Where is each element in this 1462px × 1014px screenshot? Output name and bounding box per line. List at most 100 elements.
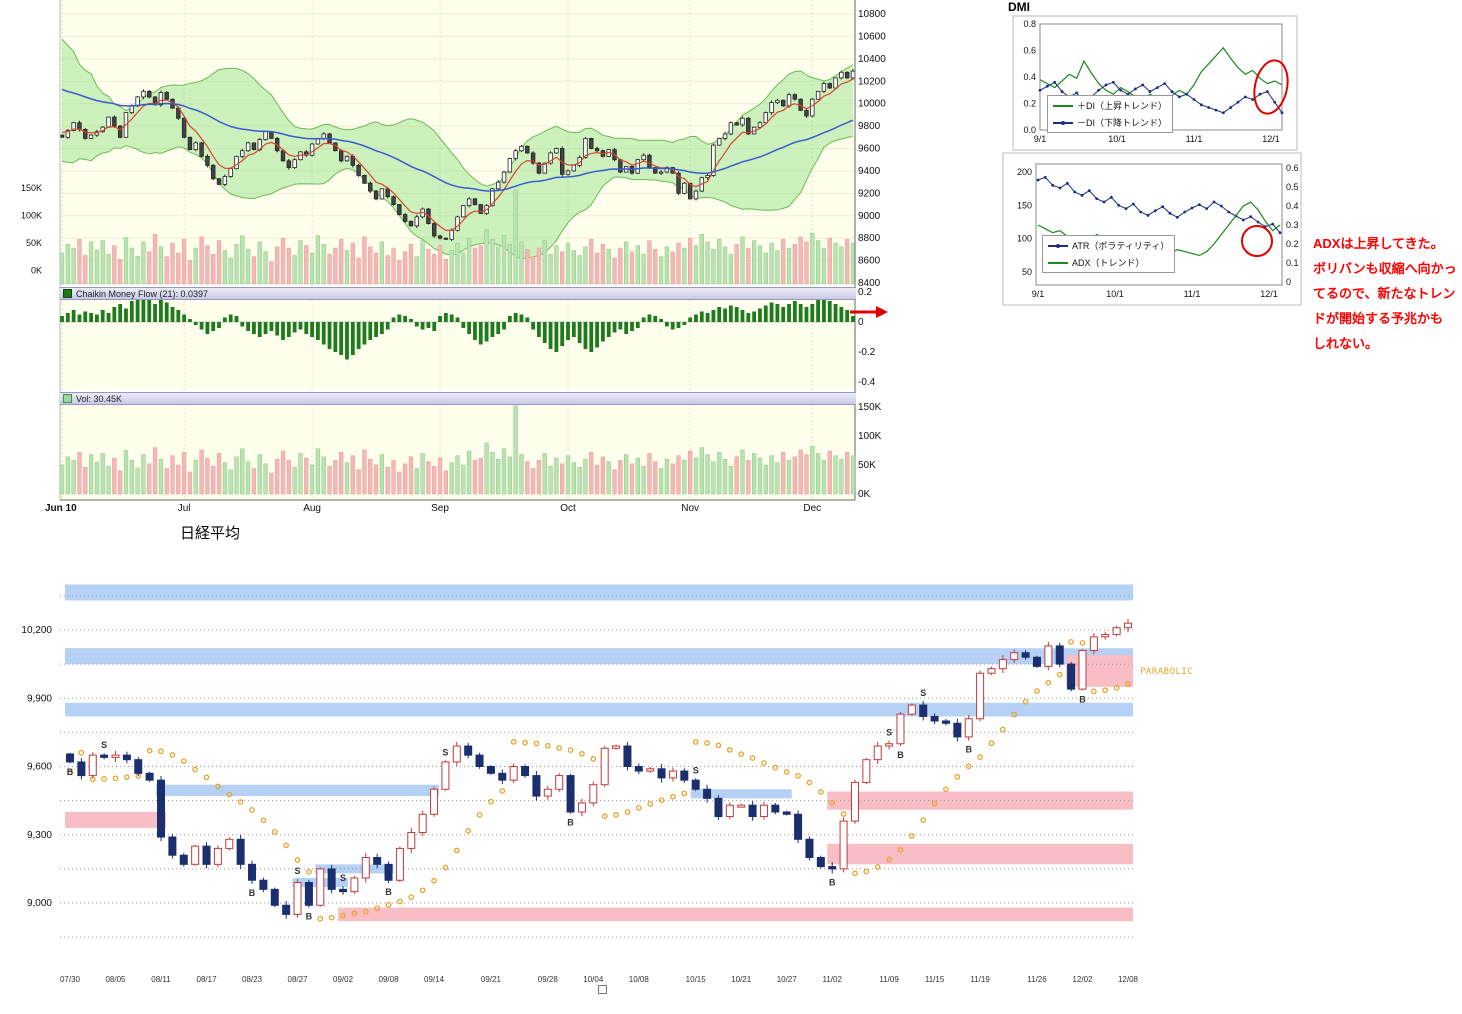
svg-text:S: S (101, 740, 107, 750)
nikkei-signal-chart: B S B S B S B S B S B S B S B B 10,200 9,900 9,600 9,300 9,0… (21, 584, 1139, 984)
svg-text:07/30: 07/30 (60, 975, 81, 984)
atr-legend-label: ATR（ボラティリティ） (1072, 241, 1170, 251)
svg-text:12/02: 12/02 (1072, 975, 1093, 984)
svg-text:Oct: Oct (560, 503, 576, 514)
annotation-line: てるので、新たなトレン (1313, 286, 1456, 301)
price-panel (60, 38, 855, 285)
svg-text:150K: 150K (21, 183, 42, 193)
svg-text:0.1: 0.1 (1286, 258, 1299, 268)
svg-text:10/1: 10/1 (1108, 134, 1126, 144)
svg-text:08/17: 08/17 (197, 975, 218, 984)
svg-text:10000: 10000 (858, 99, 886, 110)
dmi-section-title: DMI (1008, 0, 1030, 14)
svg-text:0.5: 0.5 (1286, 182, 1299, 192)
svg-text:Nov: Nov (681, 503, 699, 514)
svg-text:11/1: 11/1 (1184, 289, 1201, 299)
adx-legend-label: ADX（トレンド） (1072, 258, 1145, 268)
svg-text:9200: 9200 (858, 188, 881, 199)
svg-text:11/02: 11/02 (822, 975, 842, 984)
stray-square-glyph (598, 985, 607, 994)
cmf-legend-swatch-icon (63, 289, 72, 298)
svg-text:B: B (567, 818, 574, 828)
volume-header-label: Vol: 30.45K (76, 393, 123, 404)
plus-di-legend-row: ＋DI（上昇トレンド） (1053, 99, 1167, 112)
annotation-line: ドが開始する予兆かも (1313, 311, 1444, 326)
annotation-line: ADXは上昇してきた。 (1313, 236, 1444, 251)
svg-text:8600: 8600 (858, 256, 881, 267)
svg-text:11/09: 11/09 (879, 975, 899, 984)
svg-text:50K: 50K (26, 238, 42, 248)
svg-text:9400: 9400 (858, 166, 881, 177)
svg-text:11/19: 11/19 (970, 975, 990, 984)
svg-text:B: B (385, 887, 392, 897)
svg-text:08/23: 08/23 (242, 975, 263, 984)
svg-text:S: S (295, 866, 301, 876)
svg-text:9/1: 9/1 (1034, 134, 1047, 144)
plus-di-line-icon (1053, 104, 1073, 107)
svg-text:9800: 9800 (858, 121, 881, 132)
analysis-annotation: ADXは上昇してきた。 ボリバンも収縮へ向かっ てるので、新たなトレン ドが開始… (1313, 231, 1462, 356)
svg-text:B: B (249, 888, 256, 898)
dmi-atr-adx-legend: ATR（ボラティリティ） ADX（トレンド） (1042, 235, 1176, 273)
svg-text:Dec: Dec (803, 503, 821, 514)
svg-text:09/08: 09/08 (379, 975, 400, 984)
svg-text:0.6: 0.6 (1286, 163, 1299, 173)
cmf-header-label: Chaikin Money Flow (21): 0.0397 (76, 288, 209, 299)
svg-text:S: S (886, 727, 892, 737)
svg-text:08/27: 08/27 (288, 975, 309, 984)
minus-di-legend-row: －DI（下降トレンド） (1053, 116, 1167, 129)
svg-text:0: 0 (858, 317, 864, 328)
svg-text:9,900: 9,900 (27, 693, 52, 704)
svg-text:9/1: 9/1 (1032, 289, 1045, 299)
dmi-di-legend: ＋DI（上昇トレンド） －DI（下降トレンド） (1047, 95, 1174, 133)
svg-text:-0.4: -0.4 (858, 377, 876, 388)
svg-text:10400: 10400 (858, 54, 886, 65)
svg-text:S: S (920, 688, 926, 698)
svg-text:0.2: 0.2 (1286, 239, 1299, 249)
svg-text:10/08: 10/08 (629, 975, 650, 984)
svg-text:08/11: 08/11 (151, 975, 171, 984)
svg-text:9,300: 9,300 (27, 830, 52, 841)
svg-text:0.4: 0.4 (1023, 72, 1036, 82)
atr-legend-row: ATR（ボラティリティ） (1048, 239, 1169, 252)
svg-text:0.3: 0.3 (1286, 220, 1299, 230)
volume-panel-header: Vol: 30.45K (60, 392, 856, 405)
svg-text:50K: 50K (858, 460, 876, 471)
svg-text:11/15: 11/15 (925, 975, 945, 984)
minus-di-legend-label: －DI（下降トレンド） (1077, 118, 1168, 128)
adx-line-icon (1048, 261, 1068, 264)
svg-text:12/08: 12/08 (1118, 975, 1139, 984)
svg-text:0.0: 0.0 (1023, 125, 1036, 135)
svg-text:100K: 100K (21, 211, 42, 221)
svg-text:50: 50 (1022, 267, 1032, 277)
plus-di-legend-label: ＋DI（上昇トレンド） (1077, 101, 1168, 111)
svg-text:8400: 8400 (858, 278, 881, 289)
svg-text:8800: 8800 (858, 233, 881, 244)
svg-text:150K: 150K (858, 402, 882, 413)
svg-text:0K: 0K (858, 489, 871, 500)
svg-text:0.6: 0.6 (1023, 46, 1036, 56)
svg-text:0.2: 0.2 (1023, 99, 1036, 109)
svg-text:9,000: 9,000 (27, 898, 52, 909)
svg-text:08/05: 08/05 (105, 975, 126, 984)
svg-text:12/1: 12/1 (1260, 289, 1278, 299)
svg-text:09/21: 09/21 (481, 975, 502, 984)
svg-text:Aug: Aug (303, 503, 321, 514)
svg-text:12/1: 12/1 (1262, 134, 1280, 144)
svg-text:S: S (693, 765, 699, 775)
svg-text:10200: 10200 (858, 76, 886, 87)
annotation-line: しれない。 (1313, 336, 1379, 351)
svg-text:B: B (306, 912, 313, 922)
svg-text:09/28: 09/28 (538, 975, 559, 984)
svg-text:10/27: 10/27 (777, 975, 798, 984)
svg-text:B: B (965, 745, 972, 755)
cmf-panel-header: Chaikin Money Flow (21): 0.0397 (60, 287, 856, 300)
svg-text:9,600: 9,600 (27, 762, 52, 773)
svg-text:Jun 10: Jun 10 (45, 503, 77, 514)
adx-legend-row: ADX（トレンド） (1048, 256, 1169, 269)
svg-text:Sep: Sep (431, 503, 449, 514)
svg-text:100: 100 (1017, 234, 1032, 244)
svg-text:Jul: Jul (178, 503, 191, 514)
